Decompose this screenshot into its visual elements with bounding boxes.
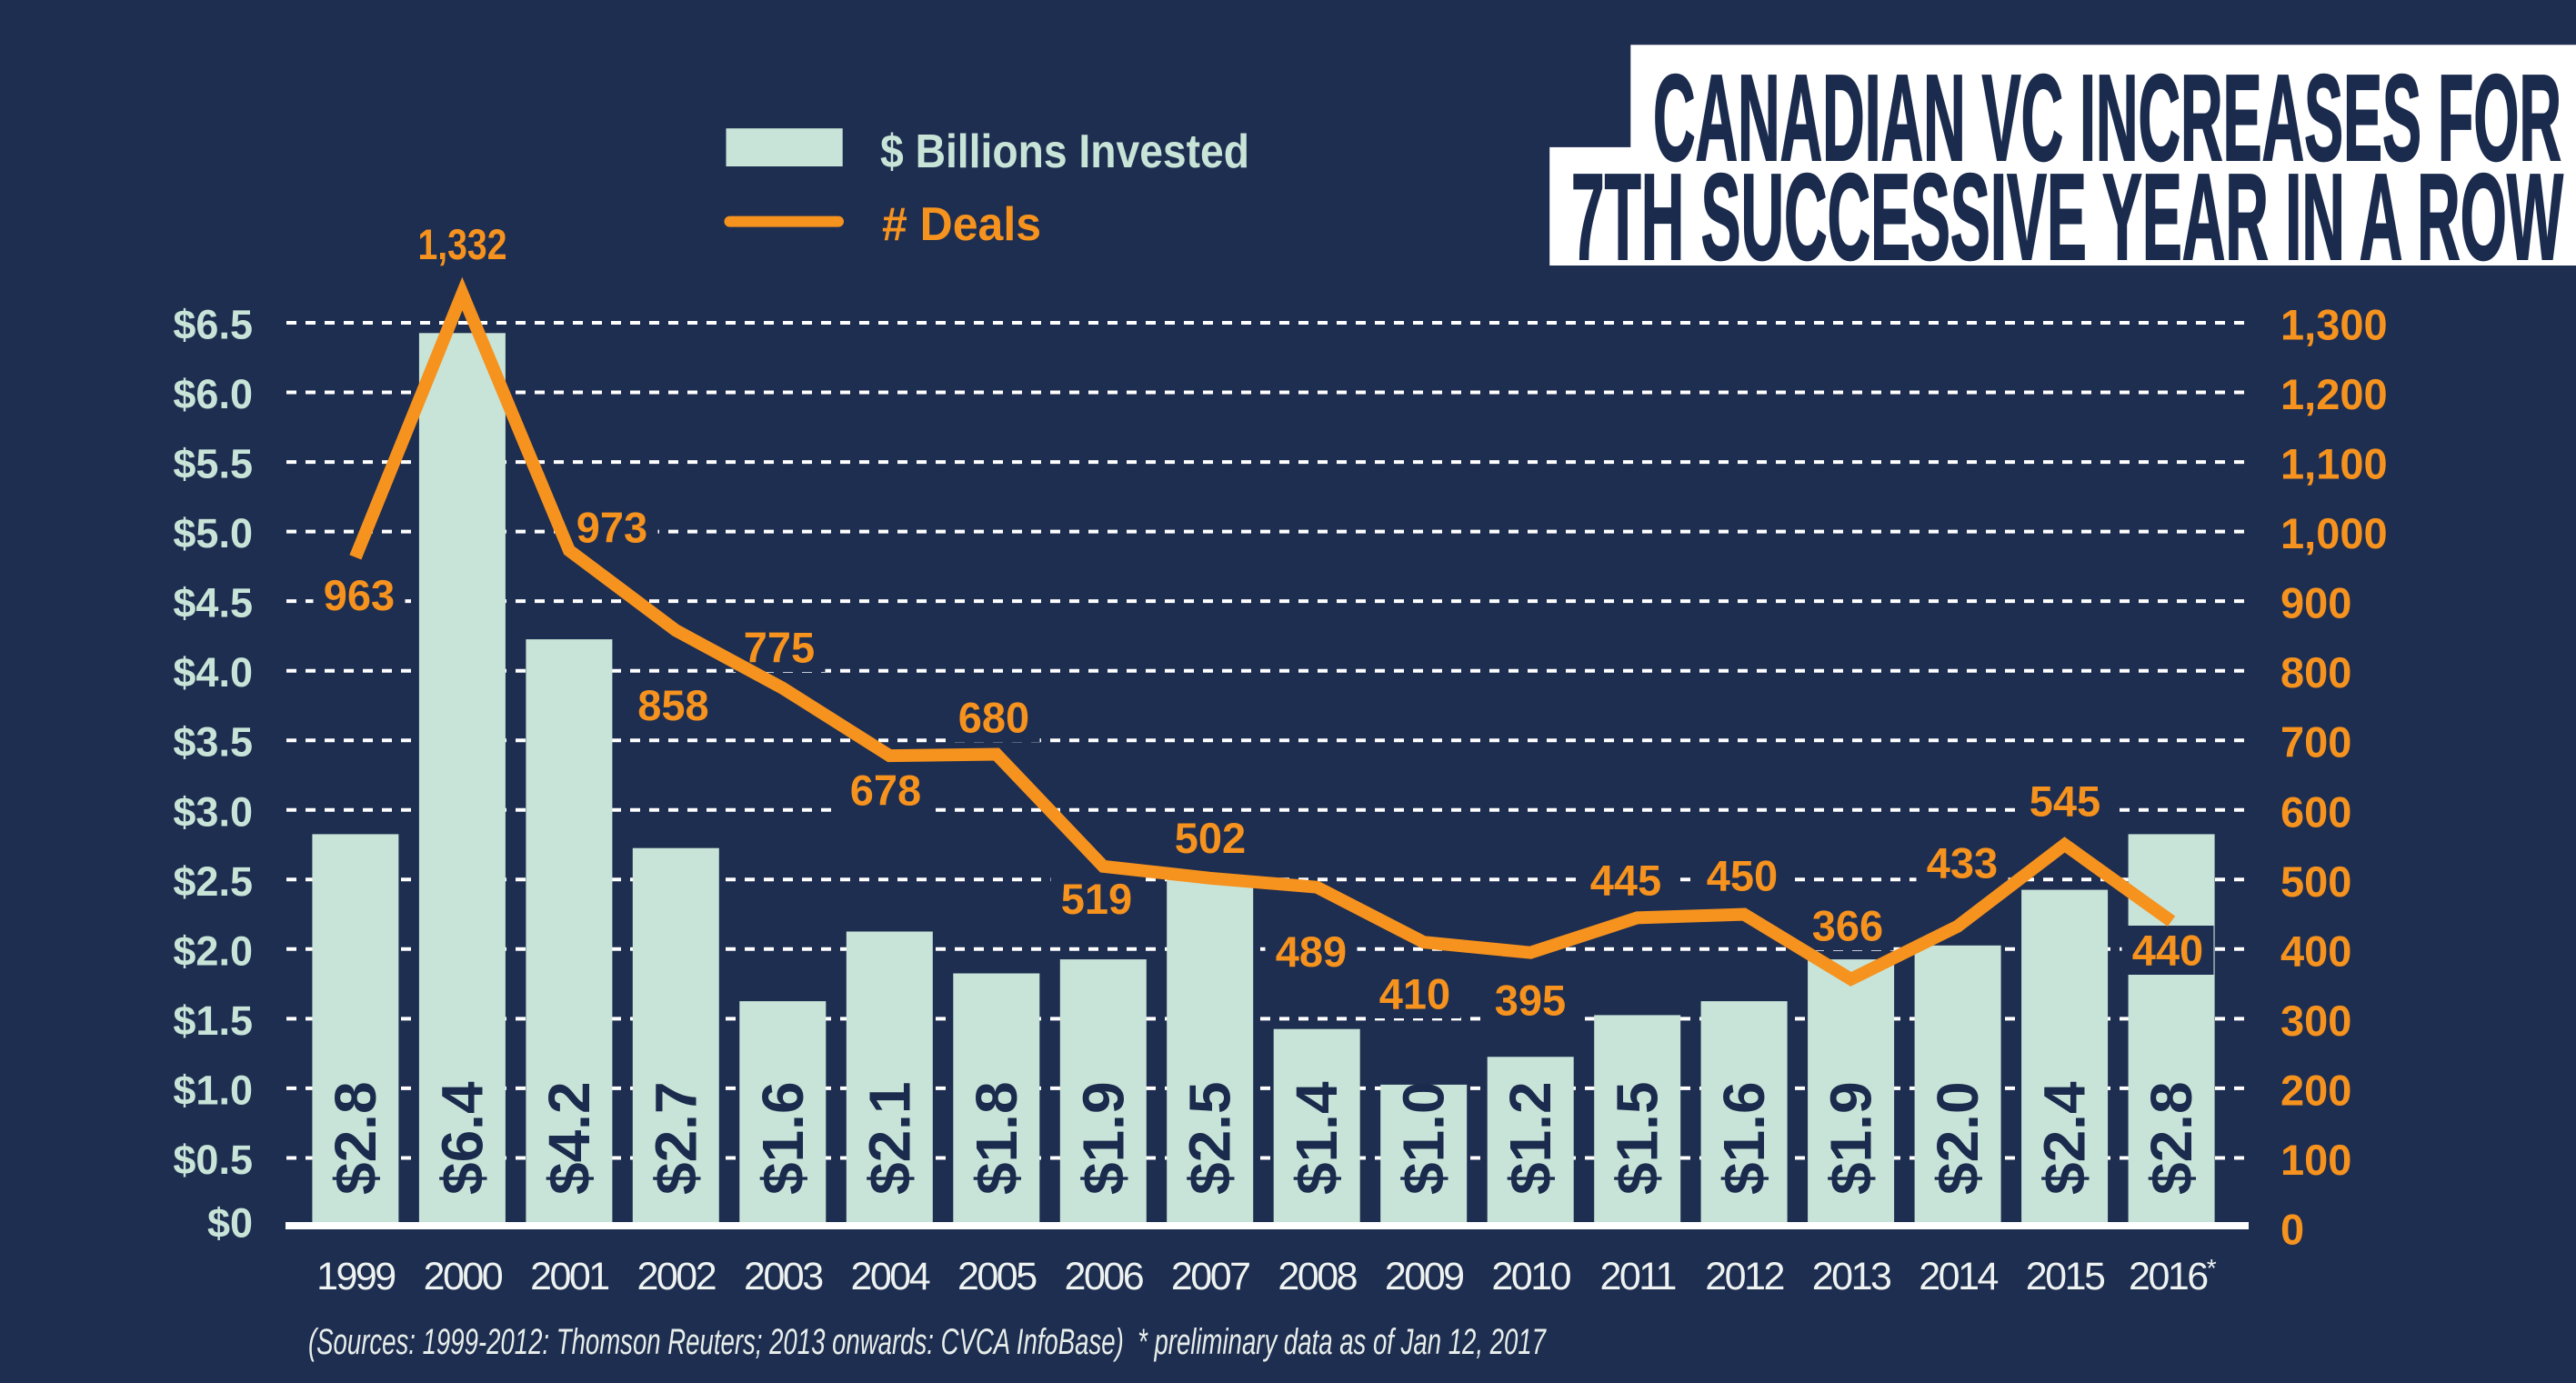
svg-text:300: 300 — [2280, 997, 2351, 1045]
svg-text:2012: 2012 — [1705, 1255, 1783, 1298]
svg-text:678: 678 — [850, 767, 921, 815]
svg-text:2000: 2000 — [424, 1255, 503, 1298]
svg-text:$6.5: $6.5 — [173, 302, 253, 348]
svg-text:858: 858 — [637, 681, 708, 729]
svg-text:1,332: 1,332 — [418, 220, 507, 268]
svg-text:# Deals: # Deals — [882, 198, 1041, 251]
svg-text:$1.8: $1.8 — [964, 1081, 1029, 1195]
svg-text:519: 519 — [1061, 875, 1132, 923]
svg-text:$5.0: $5.0 — [173, 510, 253, 556]
svg-text:2008: 2008 — [1278, 1255, 1357, 1298]
svg-text:$1.2: $1.2 — [1498, 1081, 1563, 1195]
svg-text:973: 973 — [576, 504, 647, 552]
svg-text:366: 366 — [1812, 902, 1883, 950]
svg-text:410: 410 — [1379, 970, 1450, 1018]
svg-text:$0.5: $0.5 — [173, 1137, 253, 1183]
svg-text:1,000: 1,000 — [2280, 509, 2388, 557]
svg-text:$1.6: $1.6 — [750, 1081, 816, 1195]
svg-text:2015: 2015 — [2026, 1255, 2105, 1298]
svg-text:$0: $0 — [207, 1200, 253, 1247]
svg-text:$3.0: $3.0 — [173, 788, 253, 835]
svg-text:2013: 2013 — [1812, 1255, 1891, 1298]
svg-text:$2.1: $2.1 — [857, 1081, 922, 1195]
svg-text:$1.9: $1.9 — [1819, 1081, 1884, 1195]
svg-text:1999: 1999 — [316, 1255, 395, 1298]
svg-text:200: 200 — [2280, 1066, 2351, 1114]
svg-text:2001: 2001 — [530, 1255, 608, 1298]
svg-text:$1.5: $1.5 — [173, 997, 253, 1044]
svg-text:775: 775 — [744, 624, 815, 672]
svg-text:$2.5: $2.5 — [1178, 1081, 1243, 1195]
svg-text:(Sources: 1999-2012: Thomson R: (Sources: 1999-2012: Thomson Reuters; 20… — [308, 1322, 1547, 1362]
svg-text:2011: 2011 — [1599, 1255, 1675, 1298]
svg-text:445: 445 — [1590, 857, 1661, 905]
svg-text:1,100: 1,100 — [2280, 440, 2388, 488]
svg-text:$6.4: $6.4 — [429, 1081, 495, 1195]
svg-text:2009: 2009 — [1385, 1255, 1463, 1298]
svg-text:450: 450 — [1707, 852, 1778, 900]
svg-text:800: 800 — [2280, 648, 2351, 697]
svg-text:1,200: 1,200 — [2280, 370, 2388, 418]
svg-text:502: 502 — [1175, 814, 1246, 862]
svg-text:$2.8: $2.8 — [2139, 1081, 2204, 1195]
svg-text:2007: 2007 — [1171, 1255, 1249, 1298]
svg-text:$3.5: $3.5 — [173, 719, 253, 766]
svg-text:CANADIAN VC INCREASES FOR: CANADIAN VC INCREASES FOR — [1653, 49, 2561, 186]
svg-text:100: 100 — [2280, 1136, 2351, 1184]
svg-text:$1.4: $1.4 — [1284, 1081, 1349, 1195]
svg-text:$4.2: $4.2 — [536, 1081, 602, 1195]
svg-text:500: 500 — [2280, 857, 2351, 906]
svg-text:$1.9: $1.9 — [1070, 1081, 1136, 1195]
svg-text:2010: 2010 — [1491, 1255, 1570, 1298]
svg-text:1,300: 1,300 — [2280, 301, 2388, 349]
svg-text:$2.8: $2.8 — [323, 1081, 388, 1195]
svg-text:900: 900 — [2280, 579, 2351, 627]
svg-text:2006: 2006 — [1064, 1255, 1143, 1298]
svg-text:433: 433 — [1927, 839, 1998, 887]
svg-text:$6.0: $6.0 — [173, 371, 253, 417]
svg-text:440: 440 — [2132, 927, 2203, 975]
svg-text:$ Billions Invested: $ Billions Invested — [880, 125, 1249, 178]
svg-text:$4.5: $4.5 — [173, 580, 253, 626]
svg-text:2002: 2002 — [636, 1255, 715, 1298]
svg-text:$2.0: $2.0 — [1925, 1081, 1990, 1195]
svg-text:$1.5: $1.5 — [1605, 1081, 1670, 1195]
svg-text:395: 395 — [1495, 977, 1566, 1025]
svg-text:$1.0: $1.0 — [173, 1067, 253, 1113]
svg-text:489: 489 — [1276, 927, 1347, 976]
svg-text:$2.7: $2.7 — [643, 1081, 708, 1195]
svg-text:$1.6: $1.6 — [1711, 1081, 1777, 1195]
svg-text:7TH SUCCESSIVE YEAR IN A ROW: 7TH SUCCESSIVE YEAR IN A ROW — [1571, 148, 2563, 286]
svg-text:0: 0 — [2280, 1206, 2304, 1254]
svg-text:680: 680 — [958, 694, 1029, 742]
svg-text:2003: 2003 — [744, 1255, 823, 1298]
svg-text:$2.5: $2.5 — [173, 858, 253, 905]
svg-text:2004: 2004 — [850, 1255, 929, 1298]
svg-text:2016*: 2016* — [2129, 1254, 2217, 1298]
svg-text:$4.0: $4.0 — [173, 649, 253, 696]
svg-text:$5.5: $5.5 — [173, 441, 253, 487]
svg-text:700: 700 — [2280, 718, 2351, 767]
svg-text:2005: 2005 — [957, 1255, 1037, 1298]
svg-text:600: 600 — [2280, 787, 2351, 836]
svg-text:$2.4: $2.4 — [2032, 1081, 2098, 1195]
svg-text:2014: 2014 — [1919, 1255, 1998, 1298]
svg-text:963: 963 — [324, 571, 395, 619]
svg-text:$1.0: $1.0 — [1391, 1081, 1457, 1195]
svg-text:$2.0: $2.0 — [173, 927, 253, 974]
svg-text:545: 545 — [2030, 777, 2100, 826]
svg-text:400: 400 — [2280, 927, 2351, 975]
